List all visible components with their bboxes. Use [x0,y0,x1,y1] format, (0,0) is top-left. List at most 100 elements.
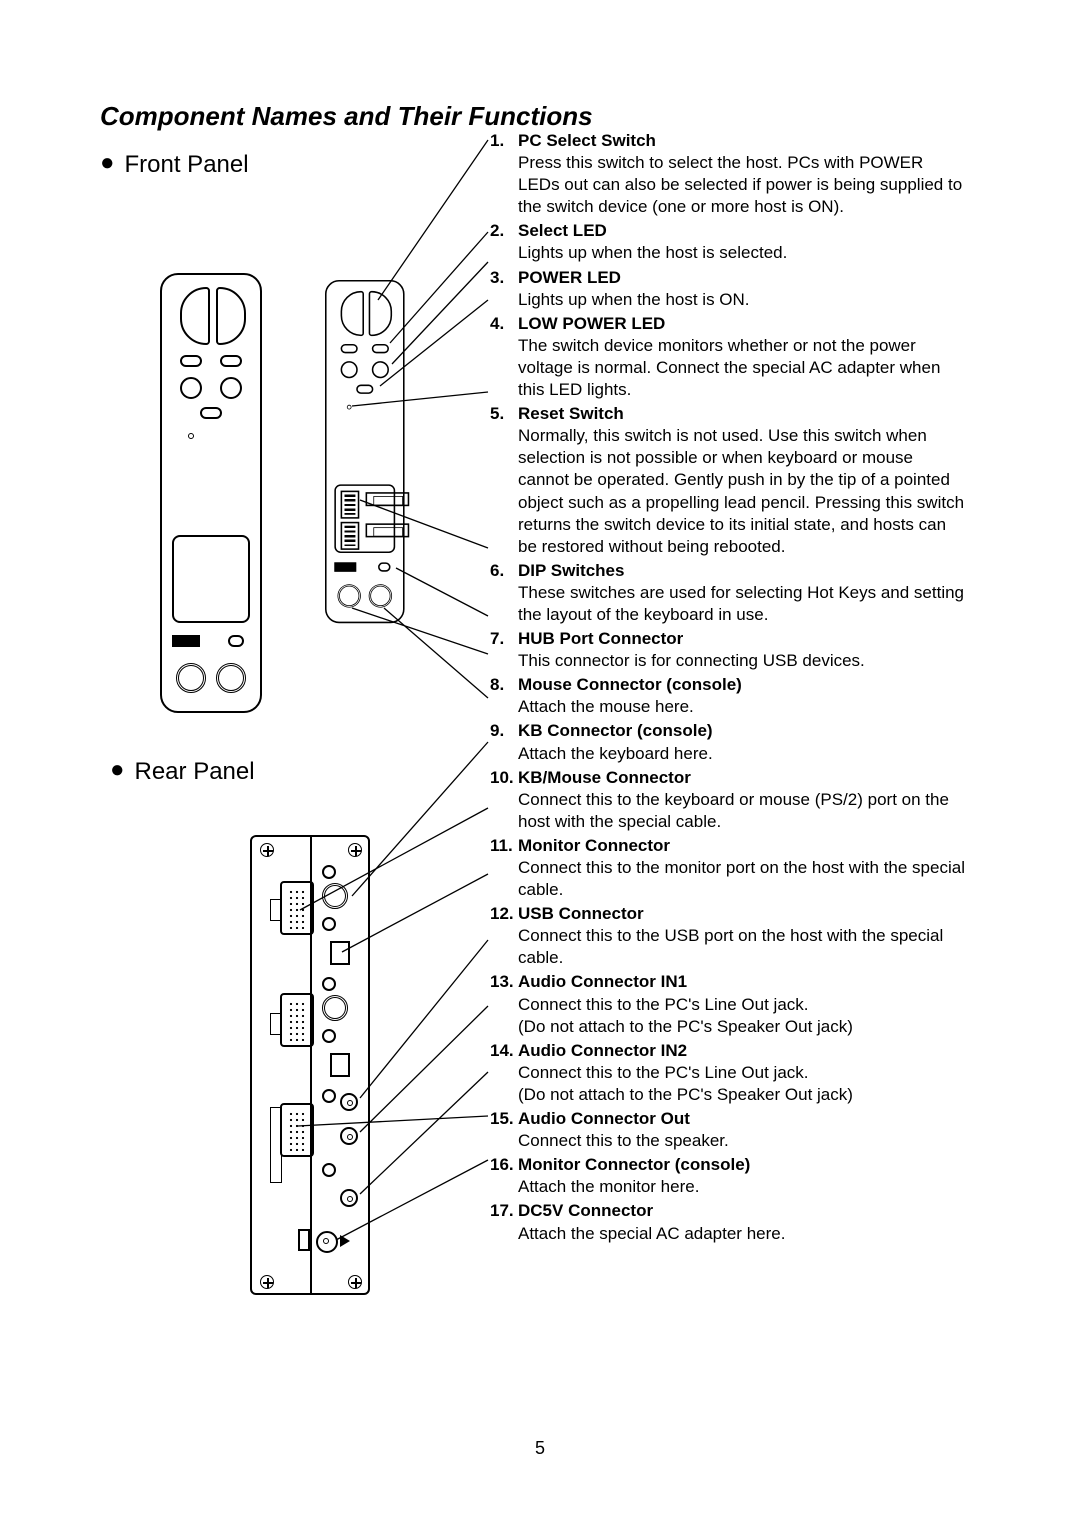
component-item-number: 12. [490,903,518,925]
component-item-desc: Attach the keyboard here. [490,743,968,765]
component-item: 9.KB Connector (console)Attach the keybo… [490,720,968,764]
component-item-desc: Connect this to the PC's Line Out jack.(… [490,1062,968,1106]
audio-in1-icon [340,1093,358,1111]
component-item-name: DC5V Connector [518,1201,653,1220]
component-item-number: 15. [490,1108,518,1130]
screw-icon [348,843,362,857]
component-item-desc: Connect this to the keyboard or mouse (P… [490,789,968,833]
power-led-icon [372,361,389,378]
component-item: 14.Audio Connector IN2Connect this to th… [490,1040,968,1106]
component-item-number: 9. [490,720,518,742]
component-item-header: 14.Audio Connector IN2 [490,1040,968,1062]
component-item: 1.PC Select SwitchPress this switch to s… [490,130,968,218]
kb-connector-icon [216,663,246,693]
label-icon [334,562,356,571]
component-item-header: 6.DIP Switches [490,560,968,582]
low-power-led-icon [356,385,373,394]
audio-out-icon [340,1189,358,1207]
screw-mini-icon [322,1163,336,1177]
component-item: 3.POWER LEDLights up when the host is ON… [490,267,968,311]
component-item-header: 17.DC5V Connector [490,1200,968,1222]
rear-panel-label: ●Rear Panel [110,758,255,786]
component-item-name: KB Connector (console) [518,721,713,740]
component-item-number: 4. [490,313,518,335]
pc-select-switch-icon [341,291,364,336]
power-led-icon [180,377,202,399]
arrow-icon [340,1235,350,1247]
component-item-name: Reset Switch [518,404,624,423]
component-item: 8.Mouse Connector (console)Attach the mo… [490,674,968,718]
label-icon [172,635,200,647]
component-item-name: Select LED [518,221,607,240]
component-item-desc: Attach the special AC adapter here. [490,1223,968,1245]
component-item-desc: Attach the mouse here. [490,696,968,718]
hub-port-icon [378,562,390,571]
screw-mini-icon [322,977,336,991]
reset-switch-icon [188,433,194,439]
component-item-number: 6. [490,560,518,582]
screw-mini-icon [322,917,336,931]
component-item-number: 7. [490,628,518,650]
component-item-header: 7.HUB Port Connector [490,628,968,650]
page-title: Component Names and Their Functions [100,100,980,133]
hub-port-icon [228,635,244,647]
component-item-header: 3.POWER LED [490,267,968,289]
pc-select-switch-icon [180,287,210,345]
dip-switches-icon [341,522,360,550]
component-item-desc: Press this switch to select the host. PC… [490,152,968,218]
component-item-desc: Connect this to the USB port on the host… [490,925,968,969]
monitor-connector-icon [280,993,314,1047]
component-item: 10.KB/Mouse Connector Connect this to the… [490,767,968,833]
component-item-name: Monitor Connector [518,836,670,855]
component-item-name: HUB Port Connector [518,629,683,648]
component-item-name: LOW POWER LED [518,314,665,333]
component-item-header: 11.Monitor Connector [490,835,968,857]
component-item-name: KB/Mouse Connector [518,768,691,787]
component-item-header: 4.LOW POWER LED [490,313,968,335]
component-item-header: 9.KB Connector (console) [490,720,968,742]
component-item-desc: Connect this to the PC's Line Out jack.(… [490,994,968,1038]
component-item-number: 8. [490,674,518,696]
component-item-number: 14. [490,1040,518,1062]
select-led-icon [180,355,202,367]
usb-connector-icon [330,1053,350,1077]
component-item: 15.Audio Connector OutConnect this to th… [490,1108,968,1152]
kb-mouse-connector-icon [322,883,348,909]
component-item-name: Audio Connector IN2 [518,1041,687,1060]
component-item: 13.Audio Connector IN1Connect this to th… [490,971,968,1037]
kb-connector-icon [369,584,392,607]
front-panel-device-annotated [325,280,405,623]
component-item-number: 5. [490,403,518,425]
pc-select-switch-icon [216,287,246,345]
component-item-name: Mouse Connector (console) [518,675,742,694]
component-item: 12.USB ConnectorConnect this to the USB … [490,903,968,969]
component-item-number: 10. [490,767,518,789]
component-item: 4.LOW POWER LEDThe switch device monitor… [490,313,968,401]
usb-connector-icon [330,941,350,965]
component-item-number: 1. [490,130,518,152]
mouse-connector-icon [337,584,360,607]
component-item: 6.DIP SwitchesThese switches are used fo… [490,560,968,626]
component-item: 5.Reset Switch Normally, this switch is n… [490,403,968,558]
component-item-number: 13. [490,971,518,993]
component-item-header: 8.Mouse Connector (console) [490,674,968,696]
component-item-number: 17. [490,1200,518,1222]
component-item: 2.Select LEDLights up when the host is s… [490,220,968,264]
component-item: 17.DC5V ConnectorAttach the special AC a… [490,1200,968,1244]
component-item: 11.Monitor ConnectorConnect this to the … [490,835,968,901]
component-item-header: 1.PC Select Switch [490,130,968,152]
mouse-connector-icon [176,663,206,693]
component-item-name: DIP Switches [518,561,624,580]
screw-icon [348,1275,362,1289]
component-item-name: Audio Connector Out [518,1109,690,1128]
component-item-desc: Attach the monitor here. [490,1176,968,1198]
component-item-desc: This connector is for connecting USB dev… [490,650,968,672]
screw-icon [260,1275,274,1289]
hub-port-a-icon [366,492,410,506]
page-number: 5 [0,1438,1080,1459]
component-item-desc: Lights up when the host is ON. [490,289,968,311]
component-item-number: 3. [490,267,518,289]
component-item-header: 13.Audio Connector IN1 [490,971,968,993]
screw-mini-icon [322,865,336,879]
component-item-desc: Normally, this switch is not used. Use t… [490,425,968,558]
